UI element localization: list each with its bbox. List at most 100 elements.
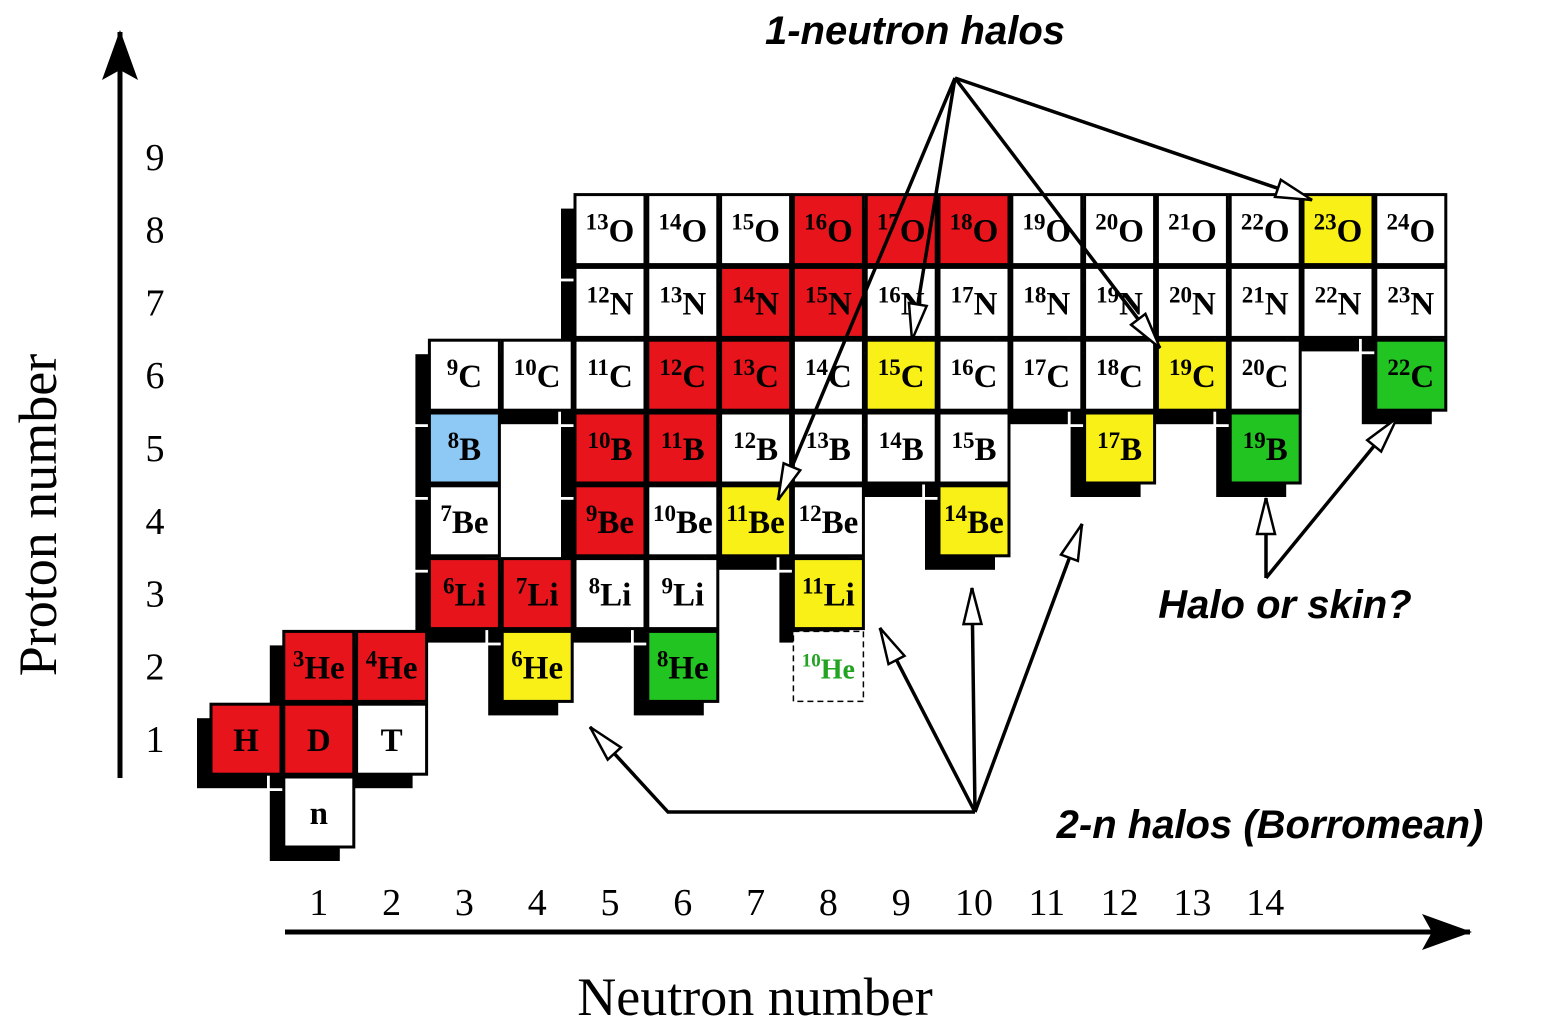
- nuclide-label: 22N: [1315, 282, 1362, 322]
- nuclide-cell: [1374, 193, 1448, 267]
- element-symbol: H: [233, 723, 259, 759]
- nuclide-label: 18N: [1023, 282, 1070, 322]
- y-tick-label: 7: [146, 282, 165, 324]
- nuclide-label: T: [381, 723, 403, 759]
- mass-number: 6: [511, 646, 523, 671]
- nuclide-cell: [646, 629, 720, 703]
- y-tick-label: 6: [146, 355, 165, 397]
- mass-number: 13: [586, 210, 609, 235]
- element-symbol: C: [828, 359, 852, 395]
- element-symbol: C: [901, 359, 925, 395]
- nuclide-label: D: [307, 723, 331, 759]
- mass-number: 14: [805, 355, 829, 380]
- element-symbol: C: [1046, 359, 1070, 395]
- element-symbol: C: [1265, 359, 1289, 395]
- nuclide-label: 18O: [950, 210, 999, 250]
- y-tick-label: 4: [146, 501, 165, 543]
- element-symbol: N: [682, 286, 706, 322]
- mass-number: 21: [1242, 282, 1265, 307]
- mass-number: 15: [951, 428, 974, 453]
- nuclide-label: 20C: [1242, 355, 1289, 395]
- mass-number: 16: [951, 355, 974, 380]
- element-symbol: O: [973, 214, 999, 250]
- y-tick-label: 5: [146, 428, 165, 470]
- mass-number: 18: [950, 210, 973, 235]
- element-symbol: Be: [822, 505, 859, 541]
- nuclide-cell: [1155, 338, 1229, 412]
- element-symbol: B: [902, 432, 924, 468]
- nuclide-cell: [937, 193, 1011, 267]
- x-tick-label: 9: [892, 882, 911, 924]
- nuclide-label: 20N: [1169, 282, 1216, 322]
- annotation: Halo or skin?: [1158, 583, 1411, 627]
- element-symbol: O: [1264, 214, 1290, 250]
- element-symbol: B: [1120, 432, 1142, 468]
- nuclide-cell: [719, 193, 793, 267]
- element-symbol: n: [310, 796, 328, 832]
- nuclide-label: 22C: [1387, 355, 1434, 395]
- y-tick-label: 9: [146, 137, 165, 179]
- nuclide-label: n: [310, 796, 328, 832]
- mass-number: 16: [804, 210, 827, 235]
- element-symbol: Be: [967, 505, 1004, 541]
- arrow: [954, 76, 1313, 202]
- nuclide-label: 18C: [1096, 355, 1143, 395]
- nuclide-label: 10He: [802, 650, 855, 685]
- element-symbol: Be: [676, 505, 713, 541]
- mass-number: 10: [802, 650, 821, 671]
- mass-number: 14: [879, 428, 903, 453]
- arrow: [953, 76, 1162, 350]
- mass-number: 13: [732, 355, 755, 380]
- x-tick-label: 13: [1173, 882, 1211, 924]
- nuclide-cell: [500, 557, 574, 631]
- nuclide-cell: [1374, 338, 1448, 412]
- element-symbol: T: [381, 723, 403, 759]
- x-tick-label: 7: [746, 882, 765, 924]
- nuclide-cell: [573, 557, 647, 631]
- nuclide-cell: [500, 338, 574, 412]
- element-symbol: B: [974, 432, 996, 468]
- element-symbol: C: [1410, 359, 1434, 395]
- nuclide-label: 10B: [587, 428, 632, 468]
- nuclide-label: 11B: [661, 428, 705, 468]
- mass-number: 18: [1023, 282, 1046, 307]
- nuclide-label: 21O: [1168, 210, 1217, 250]
- x-tick-label: 12: [1101, 882, 1139, 924]
- nuclide-cell: [573, 193, 647, 267]
- nuclide-cell: [937, 265, 1011, 339]
- nuclide-cell: [937, 484, 1011, 558]
- nuclide-label: 14N: [732, 282, 779, 322]
- mass-number: 17: [951, 282, 974, 307]
- nuclide-label: 20O: [1095, 210, 1144, 250]
- element-symbol: O: [1045, 214, 1071, 250]
- nuclide-cell: [646, 265, 720, 339]
- y-tick-label: 2: [146, 646, 165, 688]
- nuclide-cell: [791, 411, 865, 485]
- element-symbol: O: [1191, 214, 1217, 250]
- mass-number: 9: [586, 501, 598, 526]
- element-symbol: B: [829, 432, 851, 468]
- element-symbol: He: [377, 650, 417, 686]
- element-symbol: C: [682, 359, 706, 395]
- element-symbol: B: [459, 432, 481, 468]
- nuclide-label: 15N: [805, 282, 852, 322]
- nuclide-cell: [1155, 193, 1229, 267]
- y-tick-label: 8: [146, 210, 165, 252]
- nuclide-label: 4He: [366, 646, 418, 686]
- nuclide-label: 7Li: [516, 574, 559, 614]
- nuclide-cell: [1228, 338, 1302, 412]
- annotation: 1-neutron halos: [765, 9, 1065, 53]
- mass-number: 6: [443, 574, 455, 599]
- nuclide-cell: [791, 338, 865, 412]
- element-symbol: C: [458, 359, 482, 395]
- mass-number: 11: [661, 428, 683, 453]
- nuclide-label: 9C: [447, 355, 482, 395]
- element-symbol: N: [828, 286, 852, 322]
- nuclide-label: 22O: [1241, 210, 1290, 250]
- element-symbol: B: [610, 432, 632, 468]
- element-symbol: Be: [748, 505, 785, 541]
- x-tick-label: 1: [309, 882, 328, 924]
- nuclide-cell: [1010, 338, 1084, 412]
